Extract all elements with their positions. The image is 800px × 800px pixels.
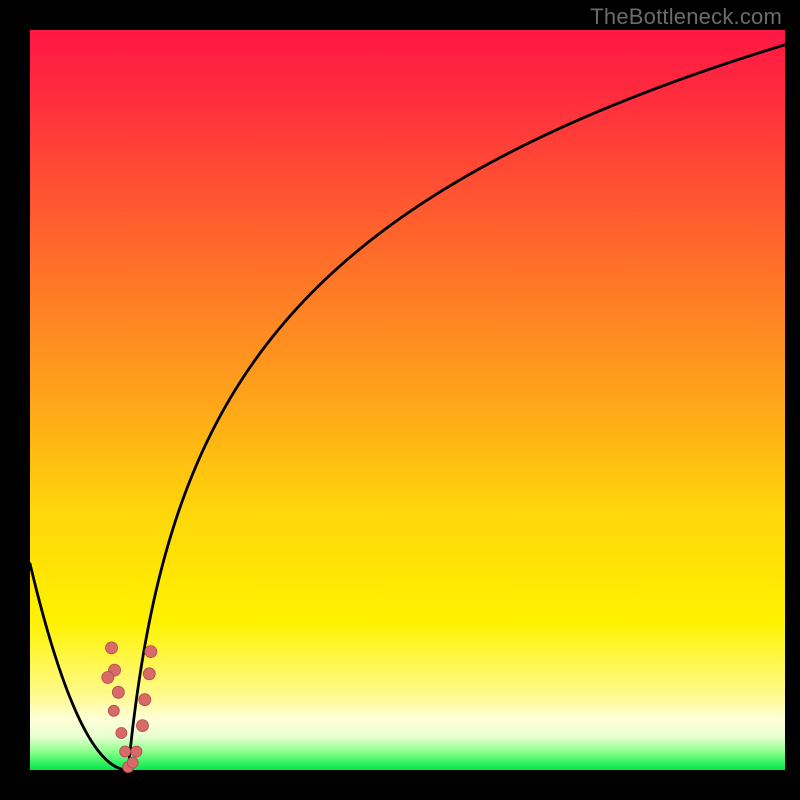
scatter-point xyxy=(108,705,119,716)
scatter-point xyxy=(120,746,131,757)
scatter-point xyxy=(116,728,127,739)
scatter-point xyxy=(131,746,142,757)
scatter-point xyxy=(139,694,151,706)
scatter-point xyxy=(102,672,114,684)
scatter-point xyxy=(136,720,148,732)
scatter-point xyxy=(143,668,155,680)
scatter-point xyxy=(127,757,138,768)
scatter-point xyxy=(112,686,124,698)
bottleneck-chart-svg xyxy=(0,0,800,800)
chart-container: TheBottleneck.com xyxy=(0,0,800,800)
scatter-point xyxy=(145,646,157,658)
watermark-text: TheBottleneck.com xyxy=(590,4,782,30)
scatter-point xyxy=(106,642,118,654)
